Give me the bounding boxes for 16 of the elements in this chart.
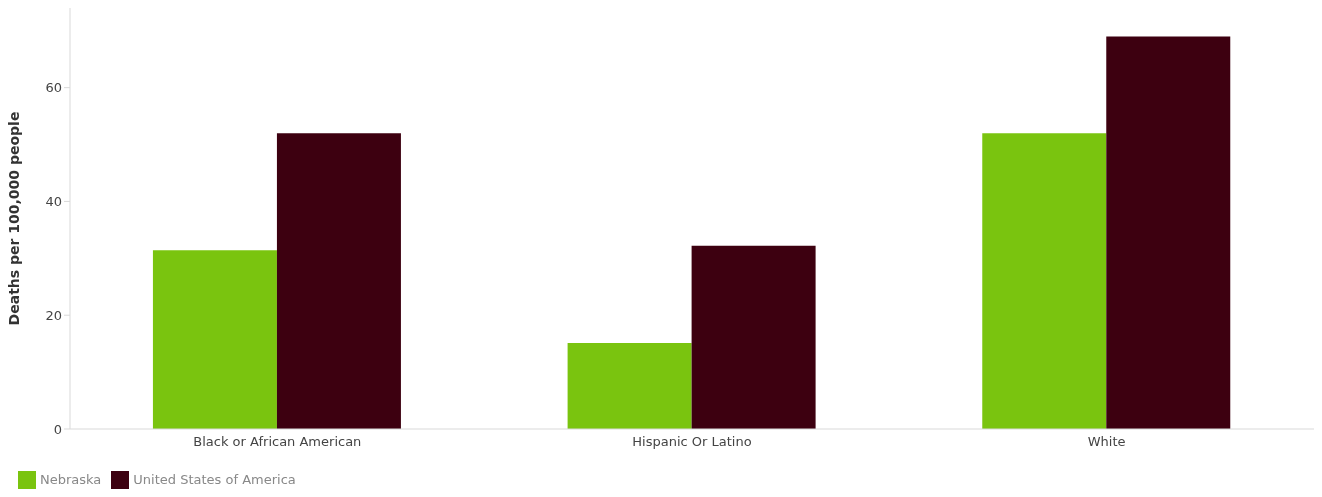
y-tick-label: 60 — [45, 80, 62, 96]
bar — [567, 343, 692, 429]
x-tick-label: Hispanic Or Latino — [632, 434, 752, 450]
bar — [982, 133, 1107, 429]
y-axis-title: Deaths per 100,000 people — [5, 111, 22, 326]
y-tick-label: 40 — [45, 194, 62, 210]
bar — [152, 250, 277, 429]
bar — [1106, 36, 1231, 429]
x-tick-label: Black or African American — [193, 434, 362, 450]
bar — [691, 245, 816, 429]
x-tick-label: White — [1087, 434, 1126, 450]
legend-label: United States of America — [133, 471, 296, 487]
y-tick-label: 20 — [45, 307, 62, 323]
bar — [276, 133, 401, 429]
y-tick-label: 0 — [53, 421, 62, 437]
legend-label: Nebraska — [40, 471, 102, 487]
